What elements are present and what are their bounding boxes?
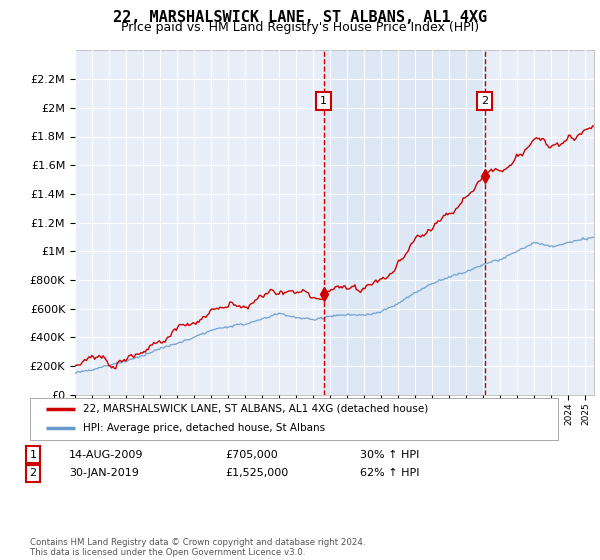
Text: 30% ↑ HPI: 30% ↑ HPI [360,450,419,460]
Text: 22, MARSHALSWICK LANE, ST ALBANS, AL1 4XG: 22, MARSHALSWICK LANE, ST ALBANS, AL1 4X… [113,10,487,25]
Text: £705,000: £705,000 [225,450,278,460]
Text: 2: 2 [481,96,488,106]
Text: 2: 2 [29,468,37,478]
Text: Price paid vs. HM Land Registry's House Price Index (HPI): Price paid vs. HM Land Registry's House … [121,21,479,34]
Text: 62% ↑ HPI: 62% ↑ HPI [360,468,419,478]
Text: £1,525,000: £1,525,000 [225,468,288,478]
Text: 22, MARSHALSWICK LANE, ST ALBANS, AL1 4XG (detached house): 22, MARSHALSWICK LANE, ST ALBANS, AL1 4X… [83,404,428,414]
Text: 14-AUG-2009: 14-AUG-2009 [69,450,143,460]
Text: Contains HM Land Registry data © Crown copyright and database right 2024.
This d: Contains HM Land Registry data © Crown c… [30,538,365,557]
Text: 1: 1 [29,450,37,460]
Text: 30-JAN-2019: 30-JAN-2019 [69,468,139,478]
Text: HPI: Average price, detached house, St Albans: HPI: Average price, detached house, St A… [83,423,325,433]
Text: 1: 1 [320,96,327,106]
Bar [324,50,485,395]
